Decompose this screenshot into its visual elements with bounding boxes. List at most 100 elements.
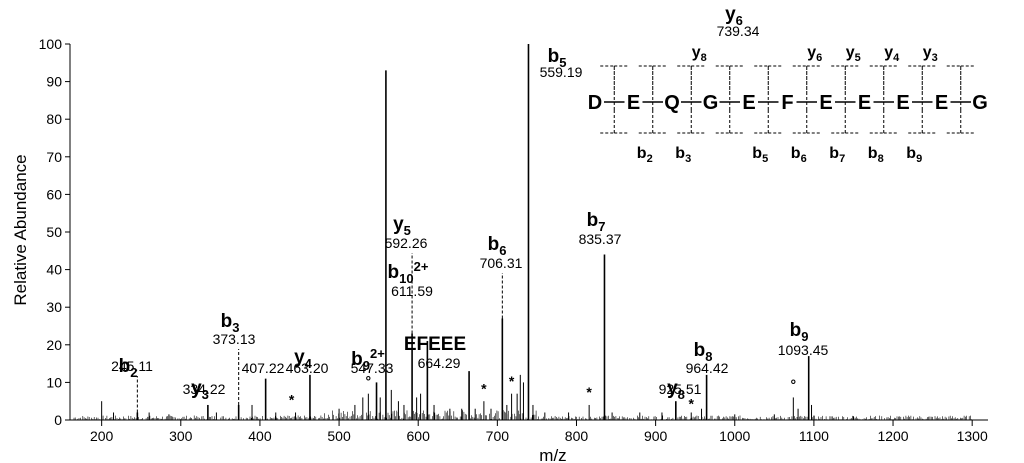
- ion-index: 2: [130, 365, 137, 380]
- y-fragment-label: y5: [846, 44, 861, 64]
- peak-ion-label: b3: [221, 311, 240, 335]
- peak-407.22: 407.22: [242, 360, 285, 420]
- peak-mz-label: 463.20: [286, 360, 329, 376]
- peak-ion-label: b5: [548, 46, 567, 70]
- x-tick-label: 300: [169, 428, 193, 444]
- y-fragment-label: y4: [884, 44, 900, 64]
- peak-marker: *: [289, 392, 295, 408]
- peak-ion-label: b6: [488, 234, 507, 258]
- x-tick-label: 1100: [799, 428, 829, 444]
- peak-ion-label: b92+: [351, 346, 385, 373]
- peak-mz-label: 547.33: [351, 360, 394, 376]
- ion-index: 6: [499, 243, 506, 258]
- peak-mz-label: 407.22: [242, 360, 285, 376]
- ion-index: 4: [305, 356, 313, 371]
- ion-index: 9: [801, 329, 808, 344]
- x-tick-label: 600: [407, 428, 431, 444]
- ion-index: 10: [399, 271, 413, 286]
- ion-index: 3: [202, 387, 209, 402]
- b-fragment-label: b9: [906, 145, 922, 165]
- peak-marker: *: [509, 373, 515, 389]
- cleavage-bracket: [831, 65, 860, 134]
- residue: D: [588, 92, 602, 114]
- ion-type: y: [393, 214, 404, 235]
- cleavage-bracket: [638, 65, 667, 134]
- y-tick-label: 0: [54, 412, 62, 428]
- peak-mz-label: 245.11: [111, 358, 153, 374]
- peak-mz-label: 664.29: [418, 355, 461, 371]
- residue: F: [781, 92, 793, 114]
- b-fragment-label: b5: [752, 145, 768, 165]
- residue: E: [742, 92, 755, 114]
- cleavage-bracket: [869, 65, 898, 134]
- x-axis-title: m/z: [539, 446, 566, 463]
- ion-index: 6: [736, 13, 743, 28]
- residue: E: [627, 92, 640, 114]
- chart-axes: 0 10 20 30 40 50 60 70 80 90 100 200 300 400 500 600 700…: [39, 36, 988, 444]
- residue: E: [896, 92, 909, 114]
- peak-marker: *: [586, 384, 592, 400]
- x-tick-label: 700: [486, 428, 510, 444]
- peak-ion-label: b102+: [388, 259, 429, 286]
- peak-mz-label: 592.26: [385, 235, 428, 251]
- ion-type: y: [294, 347, 305, 368]
- y-tick-label: 60: [46, 186, 62, 202]
- cleavage-bracket: [600, 65, 629, 134]
- peak-marker: *: [481, 380, 487, 396]
- peak-ion-label: y3: [191, 378, 209, 402]
- peak-mz-label: 739.34: [717, 23, 760, 39]
- peak-ion-label: b7: [587, 210, 606, 234]
- residue: E: [935, 92, 948, 114]
- cleavage-bracket: [715, 65, 744, 134]
- ion-index: 8: [705, 349, 712, 364]
- b-fragment-label: b3: [675, 145, 691, 165]
- y-tick-label: 20: [46, 337, 62, 353]
- ion-type: b: [119, 356, 131, 377]
- cleavage-bracket: [946, 65, 975, 134]
- minor-peaks: [73, 374, 972, 420]
- ion-type: b: [694, 340, 706, 361]
- peak-mz-label: 706.31: [480, 255, 523, 271]
- cleavage-bracket: [754, 65, 783, 134]
- residue: E: [819, 92, 832, 114]
- peak-ion-label: EFEEE: [404, 334, 466, 355]
- peak-marker: °: [791, 377, 797, 393]
- residue: Q: [664, 92, 680, 114]
- peak-mz-label: 835.37: [579, 231, 622, 247]
- y-tick-label: 70: [46, 149, 62, 165]
- x-tick-label: 500: [327, 428, 351, 444]
- ion-index: 9: [363, 358, 370, 373]
- baseline-noise: [73, 410, 972, 420]
- x-tick-label: 1000: [719, 428, 750, 444]
- residue: G: [703, 92, 719, 114]
- b-fragment-label: b8: [868, 145, 884, 165]
- ion-type: b: [790, 320, 802, 341]
- peak-ion-label: y5: [393, 214, 411, 238]
- residue: G: [972, 92, 988, 114]
- peak-mz-label: 1093.45: [778, 342, 829, 358]
- cleavage-bracket: [677, 65, 706, 134]
- peak-mz-label: 373.13: [213, 331, 256, 347]
- ion-type: b: [388, 262, 400, 283]
- y-tick-label: 100: [39, 36, 63, 52]
- cleavage-bracket: [792, 65, 821, 134]
- y-tick-label: 90: [46, 74, 62, 90]
- peak-ion-label: b2: [119, 356, 138, 380]
- x-tick-label: 200: [90, 428, 114, 444]
- y-tick-label: 40: [46, 262, 62, 278]
- y-tick-label: 10: [46, 374, 62, 390]
- b-fragment-label: b2: [637, 145, 653, 165]
- ion-charge: 2+: [370, 346, 385, 361]
- peak-markers: * ° * * * * °: [289, 373, 796, 412]
- ion-index: 3: [232, 320, 239, 335]
- peak-ion-label: y4: [294, 347, 313, 371]
- peak-ion-label: b8: [694, 340, 713, 364]
- b-fragment-label: b6: [791, 145, 807, 165]
- ion-index: 5: [404, 223, 411, 238]
